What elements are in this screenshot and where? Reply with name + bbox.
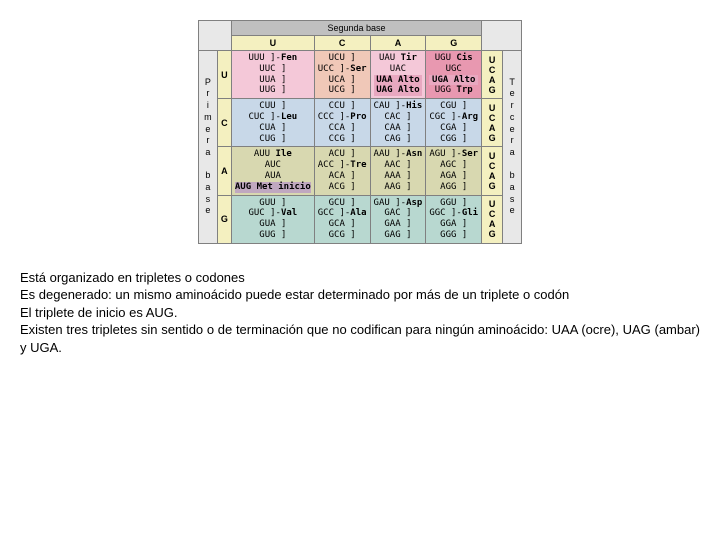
header-right: Tercera base — [503, 51, 522, 244]
desc-line-3: El triplete de inicio es AUG. — [20, 304, 700, 322]
codon-table-container: Segunda base U C A G Primera baseUUUU ]-… — [20, 20, 700, 244]
desc-line-2: Es degenerado: un mismo aminoácido puede… — [20, 286, 700, 304]
cell-G_A: GAU ]-AspGAC ]GAA ]GAG ] — [370, 195, 426, 243]
cell-A_C: ACU ]ACC ]-TreACA ]ACG ] — [314, 147, 370, 195]
third-col-1: UCAG — [482, 99, 503, 147]
header-left: Primera base — [198, 51, 217, 244]
cell-U_A: UAU TirUACUAA AltoUAG Alto — [370, 51, 426, 99]
cell-C_U: CUU ]CUC ]-LeuCUA ]CUG ] — [231, 99, 314, 147]
cell-U_U: UUU ]-FenUUC ]UUA ]UUG ] — [231, 51, 314, 99]
cell-G_G: GGU ]GGC ]-GliGGA ]GGG ] — [426, 195, 482, 243]
cell-C_C: CCU ]CCC ]-ProCCA ]CCG ] — [314, 99, 370, 147]
cell-G_C: GCU ]GCC ]-AlaGCA ]GCG ] — [314, 195, 370, 243]
desc-line-4: Existen tres tripletes sin sentido o de … — [20, 321, 700, 356]
cell-A_A: AAU ]-AsnAAC ]AAA ]AAG ] — [370, 147, 426, 195]
cell-U_C: UCU ]UCC ]-SerUCA ]UCG ] — [314, 51, 370, 99]
cell-A_U: AUU IleAUCAUAAUG Met inicio — [231, 147, 314, 195]
row-head-A: A — [217, 147, 231, 195]
row-head-U: U — [217, 51, 231, 99]
row-head-C: C — [217, 99, 231, 147]
codon-table: Segunda base U C A G Primera baseUUUU ]-… — [198, 20, 522, 244]
cell-U_G: UGU CisUGCUGA AltoUGG Trp — [426, 51, 482, 99]
third-col-3: UCAG — [482, 195, 503, 243]
cell-G_U: GUU ]GUC ]-ValGUA ]GUG ] — [231, 195, 314, 243]
cell-C_A: CAU ]-HisCAC ]CAA ]CAG ] — [370, 99, 426, 147]
cell-A_G: AGU ]-SerAGC ]AGA ]AGG ] — [426, 147, 482, 195]
third-col-0: UCAG — [482, 51, 503, 99]
col-G: G — [426, 36, 482, 51]
desc-line-1: Está organizado en tripletes o codones — [20, 269, 700, 287]
row-head-G: G — [217, 195, 231, 243]
description-text: Está organizado en tripletes o codones E… — [20, 269, 700, 357]
header-top: Segunda base — [231, 21, 481, 36]
col-U: U — [231, 36, 314, 51]
cell-C_G: CGU ]CGC ]-ArgCGA ]CGG ] — [426, 99, 482, 147]
col-A: A — [370, 36, 426, 51]
col-C: C — [314, 36, 370, 51]
third-col-2: UCAG — [482, 147, 503, 195]
